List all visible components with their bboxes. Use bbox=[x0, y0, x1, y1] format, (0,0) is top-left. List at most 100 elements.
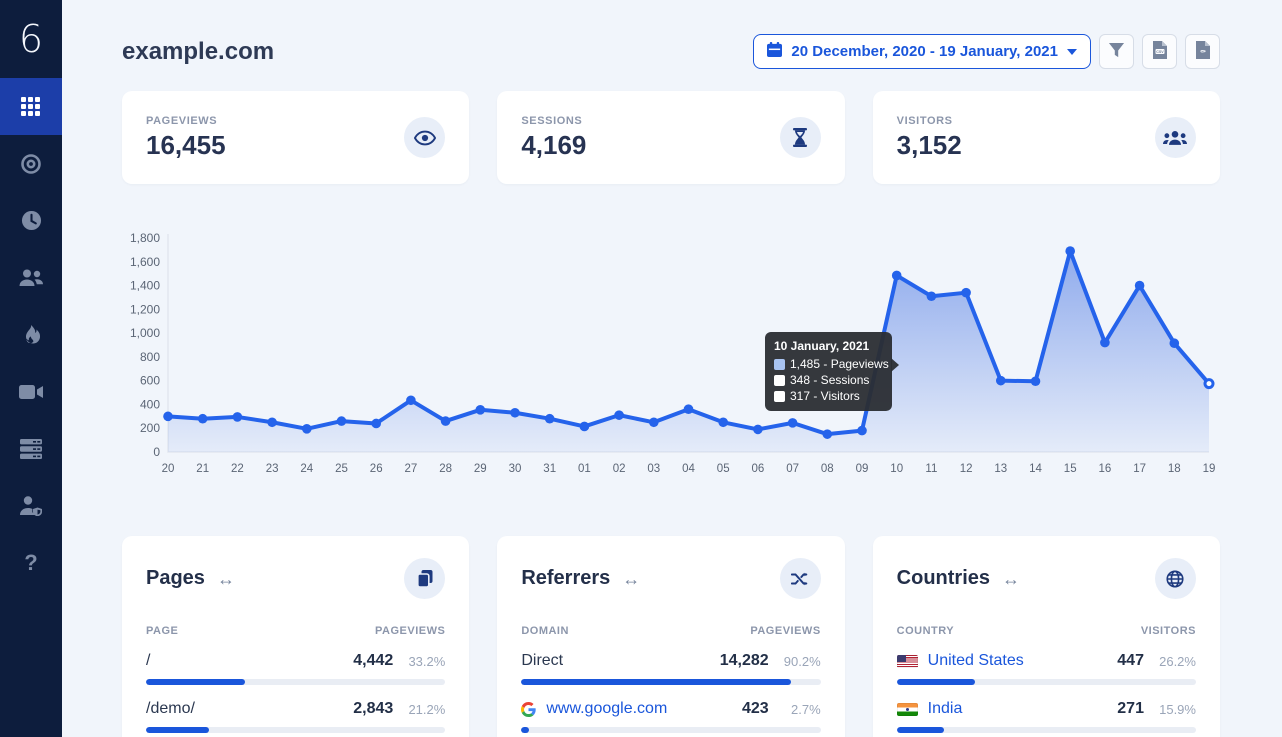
chart-point[interactable] bbox=[1030, 376, 1041, 387]
chart-canvas[interactable]: 0 200 400 600 800 1,000 1,200 1,400 1,600 1,800 20… bbox=[122, 222, 1220, 478]
move-horizontal-icon[interactable]: ↔ bbox=[622, 568, 641, 589]
chart-point[interactable] bbox=[996, 375, 1006, 386]
chart-point[interactable] bbox=[406, 395, 416, 406]
visitors-swatch bbox=[774, 390, 785, 402]
stat-label: VISITORS bbox=[896, 114, 953, 127]
main-content: example.com 20 December, 2020 - 19 Janua… bbox=[62, 0, 1282, 737]
chart-y-tick: 1,400 bbox=[130, 279, 160, 293]
chevron-down-icon bbox=[1067, 48, 1077, 55]
tooltip-row-text: 317 - Visitors bbox=[790, 389, 860, 403]
us-flag-icon bbox=[896, 654, 918, 668]
panel-title: Referrers bbox=[521, 567, 611, 589]
chart-point[interactable] bbox=[544, 413, 555, 424]
table-row[interactable]: India 271 15.9% bbox=[896, 700, 1196, 733]
chart-x-tick: 13 bbox=[994, 463, 1007, 475]
panel-title: Countries bbox=[896, 567, 990, 589]
progress-track bbox=[896, 727, 1196, 733]
csv-file-icon: CSV bbox=[1152, 41, 1168, 62]
chart-point[interactable] bbox=[336, 416, 347, 426]
sidebar-item-heatmaps[interactable] bbox=[0, 306, 62, 363]
shuffle-icon[interactable] bbox=[779, 558, 821, 599]
page-path[interactable]: / bbox=[146, 652, 151, 669]
table-row[interactable]: www.google.com 423 2.7% bbox=[521, 700, 821, 733]
chart-point[interactable] bbox=[926, 291, 937, 302]
chart-y-tick: 600 bbox=[140, 374, 160, 388]
chart-point[interactable] bbox=[614, 410, 624, 420]
chart-y-tick: 1,800 bbox=[130, 231, 160, 245]
chart-x-tick: 28 bbox=[439, 463, 452, 475]
export-pdf-button[interactable]: ⚰ bbox=[1185, 34, 1220, 69]
chart-point[interactable] bbox=[440, 416, 451, 426]
chart-point[interactable] bbox=[649, 417, 659, 428]
detail-panels: Pages ↔ PAGE PAGEVIEWS / 4,442 33.2% bbox=[122, 536, 1220, 737]
chart-tooltip: 10 January, 2021 1,485 - Pageviews 348 -… bbox=[765, 332, 899, 411]
pdf-file-icon: ⚰ bbox=[1195, 41, 1211, 62]
svg-text:⚰: ⚰ bbox=[1200, 49, 1206, 56]
chart-point[interactable] bbox=[267, 417, 277, 428]
chart-point[interactable] bbox=[371, 418, 381, 429]
page-path[interactable]: /demo/ bbox=[146, 700, 195, 717]
chart-point[interactable] bbox=[475, 404, 486, 415]
move-horizontal-icon[interactable]: ↔ bbox=[1002, 568, 1020, 589]
sidebar: 6 bbox=[0, 0, 62, 737]
chart-point[interactable] bbox=[683, 404, 694, 414]
traffic-chart[interactable]: 0 200 400 600 800 1,000 1,200 1,400 1,600 1,800 20… bbox=[122, 222, 1220, 478]
chart-point[interactable] bbox=[787, 418, 798, 428]
chart-point[interactable] bbox=[232, 412, 243, 422]
pageviews-swatch bbox=[774, 358, 785, 370]
referrer-link[interactable]: www.google.com bbox=[521, 700, 742, 718]
chart-point[interactable] bbox=[1100, 337, 1110, 348]
column-header: PAGEVIEWS bbox=[750, 625, 821, 637]
chart-point[interactable] bbox=[163, 411, 173, 422]
chart-x-tick: 20 bbox=[162, 463, 175, 475]
row-percent: 26.2% bbox=[1159, 653, 1196, 669]
filter-button[interactable] bbox=[1099, 34, 1134, 69]
column-header: PAGE bbox=[146, 625, 179, 637]
progress-fill bbox=[896, 727, 945, 733]
chart-point[interactable] bbox=[1134, 280, 1145, 291]
column-header: DOMAIN bbox=[521, 625, 569, 637]
sidebar-item-account[interactable] bbox=[0, 477, 62, 534]
sidebar-item-visitors[interactable] bbox=[0, 249, 62, 306]
table-row[interactable]: United States 447 26.2% bbox=[896, 652, 1196, 685]
india-flag-icon bbox=[896, 702, 918, 716]
chart-point[interactable] bbox=[1203, 378, 1215, 390]
chart-point[interactable] bbox=[1169, 338, 1180, 349]
chart-x-tick: 18 bbox=[1168, 463, 1181, 475]
row-value: 4,442 bbox=[353, 652, 394, 669]
export-csv-button[interactable]: CSV bbox=[1142, 34, 1177, 69]
sidebar-item-servers[interactable] bbox=[0, 420, 62, 477]
sidebar-item-dashboard[interactable] bbox=[0, 78, 62, 135]
app-logo[interactable]: 6 bbox=[18, 17, 44, 61]
move-horizontal-icon[interactable]: ↔ bbox=[216, 568, 235, 589]
table-row[interactable]: /demo/ 2,843 21.2% bbox=[146, 700, 446, 733]
chart-point[interactable] bbox=[579, 421, 590, 432]
chart-point[interactable] bbox=[891, 270, 902, 281]
chart-point[interactable] bbox=[857, 425, 867, 436]
date-range-picker[interactable]: 20 December, 2020 - 19 January, 2021 bbox=[753, 34, 1091, 69]
country-link[interactable]: United States bbox=[896, 652, 1118, 670]
chart-point[interactable] bbox=[302, 424, 312, 434]
table-row[interactable]: Direct 14,282 90.2% bbox=[521, 652, 821, 685]
user-shield-icon bbox=[19, 495, 43, 516]
sidebar-item-time[interactable] bbox=[0, 192, 62, 249]
chart-point[interactable] bbox=[1065, 246, 1075, 256]
chart-point[interactable] bbox=[197, 413, 208, 424]
globe-icon[interactable] bbox=[1154, 558, 1196, 599]
row-value: 447 bbox=[1117, 652, 1144, 669]
video-camera-icon bbox=[19, 384, 43, 400]
sidebar-item-realtime[interactable] bbox=[0, 135, 62, 192]
chart-point[interactable] bbox=[510, 407, 520, 418]
table-row[interactable]: / 4,442 33.2% bbox=[146, 652, 446, 685]
chart-x-tick: 21 bbox=[196, 463, 209, 475]
copy-icon[interactable] bbox=[404, 558, 446, 599]
chart-point[interactable] bbox=[753, 424, 763, 435]
page-title: example.com bbox=[122, 37, 275, 65]
country-link[interactable]: India bbox=[896, 700, 1118, 718]
chart-y-tick: 1,600 bbox=[130, 255, 160, 269]
chart-point[interactable] bbox=[718, 417, 728, 428]
sidebar-item-recordings[interactable] bbox=[0, 363, 62, 420]
chart-point[interactable] bbox=[961, 287, 971, 298]
sidebar-item-help[interactable]: ? bbox=[0, 534, 62, 591]
chart-point[interactable] bbox=[822, 429, 833, 439]
